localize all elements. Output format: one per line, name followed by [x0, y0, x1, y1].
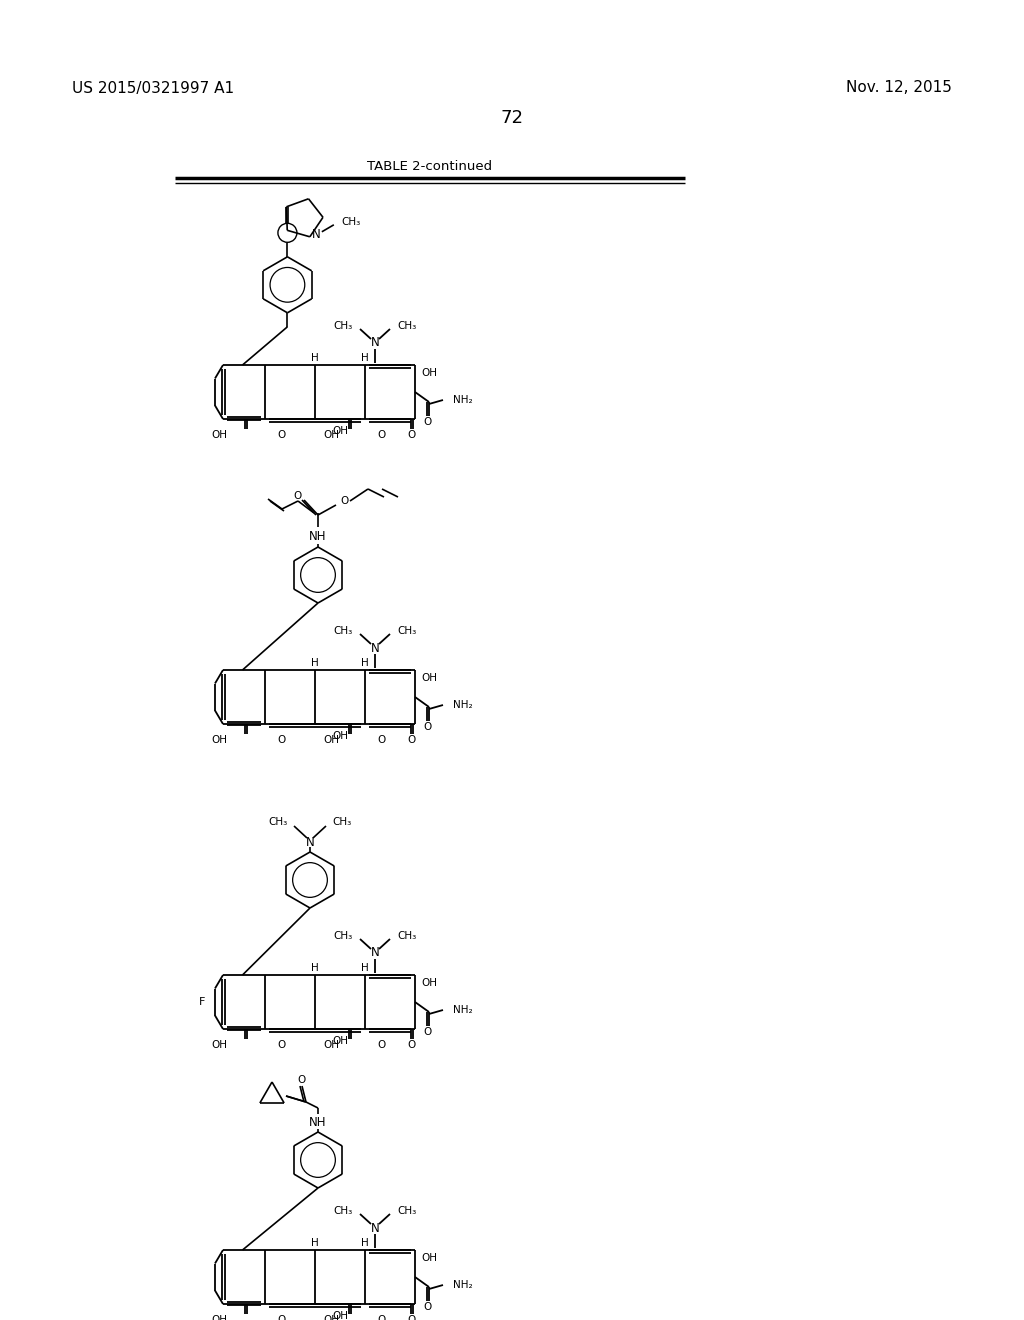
Text: CH₃: CH₃ [397, 321, 416, 331]
Text: O: O [377, 735, 385, 744]
Text: N: N [371, 946, 379, 960]
Text: CH₃: CH₃ [332, 817, 351, 828]
Text: H: H [361, 1238, 369, 1247]
Text: NH₂: NH₂ [453, 1005, 473, 1015]
Text: H: H [311, 657, 318, 668]
Text: OH: OH [332, 426, 348, 436]
Text: O: O [276, 1040, 285, 1049]
Text: O: O [424, 417, 432, 426]
Text: NH: NH [309, 531, 327, 544]
Text: OH: OH [323, 1315, 339, 1320]
Text: O: O [377, 1040, 385, 1049]
Text: CH₃: CH₃ [397, 1206, 416, 1216]
Text: O: O [294, 491, 302, 502]
Text: O: O [276, 1315, 285, 1320]
Text: OH: OH [211, 1040, 227, 1049]
Text: OH: OH [421, 978, 437, 987]
Text: O: O [276, 430, 285, 440]
Text: OH: OH [211, 1315, 227, 1320]
Text: OH: OH [332, 731, 348, 741]
Text: O: O [276, 735, 285, 744]
Text: OH: OH [332, 1311, 348, 1320]
Text: OH: OH [421, 673, 437, 682]
Text: OH: OH [323, 1040, 339, 1049]
Text: N: N [371, 337, 379, 350]
Text: N: N [311, 228, 321, 242]
Text: H: H [311, 964, 318, 973]
Text: NH: NH [309, 1115, 327, 1129]
Text: CH₃: CH₃ [334, 626, 353, 636]
Text: OH: OH [421, 368, 437, 378]
Text: O: O [298, 1074, 306, 1085]
Text: N: N [371, 642, 379, 655]
Text: CH₃: CH₃ [334, 321, 353, 331]
Text: CH₃: CH₃ [397, 931, 416, 941]
Text: O: O [340, 496, 348, 506]
Text: H: H [361, 657, 369, 668]
Text: CH₃: CH₃ [342, 216, 361, 227]
Text: OH: OH [332, 1036, 348, 1045]
Text: O: O [377, 1315, 385, 1320]
Text: H: H [361, 352, 369, 363]
Text: H: H [361, 964, 369, 973]
Text: H: H [311, 1238, 318, 1247]
Text: 72: 72 [501, 110, 523, 127]
Text: TABLE 2-continued: TABLE 2-continued [368, 160, 493, 173]
Text: CH₃: CH₃ [334, 931, 353, 941]
Text: CH₃: CH₃ [397, 626, 416, 636]
Text: OH: OH [211, 735, 227, 744]
Text: F: F [199, 997, 205, 1007]
Text: O: O [407, 735, 415, 744]
Text: O: O [407, 1040, 415, 1049]
Text: O: O [424, 1302, 432, 1312]
Text: NH₂: NH₂ [453, 1280, 473, 1290]
Text: O: O [377, 430, 385, 440]
Text: OH: OH [323, 735, 339, 744]
Text: O: O [407, 430, 415, 440]
Text: H: H [311, 352, 318, 363]
Text: N: N [371, 1221, 379, 1234]
Text: NH₂: NH₂ [453, 395, 473, 405]
Text: NH₂: NH₂ [453, 700, 473, 710]
Text: OH: OH [211, 430, 227, 440]
Text: OH: OH [421, 1253, 437, 1263]
Text: OH: OH [323, 430, 339, 440]
Text: CH₃: CH₃ [334, 1206, 353, 1216]
Text: O: O [424, 1027, 432, 1038]
Text: Nov. 12, 2015: Nov. 12, 2015 [846, 81, 952, 95]
Text: US 2015/0321997 A1: US 2015/0321997 A1 [72, 81, 234, 95]
Text: O: O [407, 1315, 415, 1320]
Text: O: O [424, 722, 432, 733]
Text: CH₃: CH₃ [268, 817, 288, 828]
Text: N: N [305, 836, 314, 849]
